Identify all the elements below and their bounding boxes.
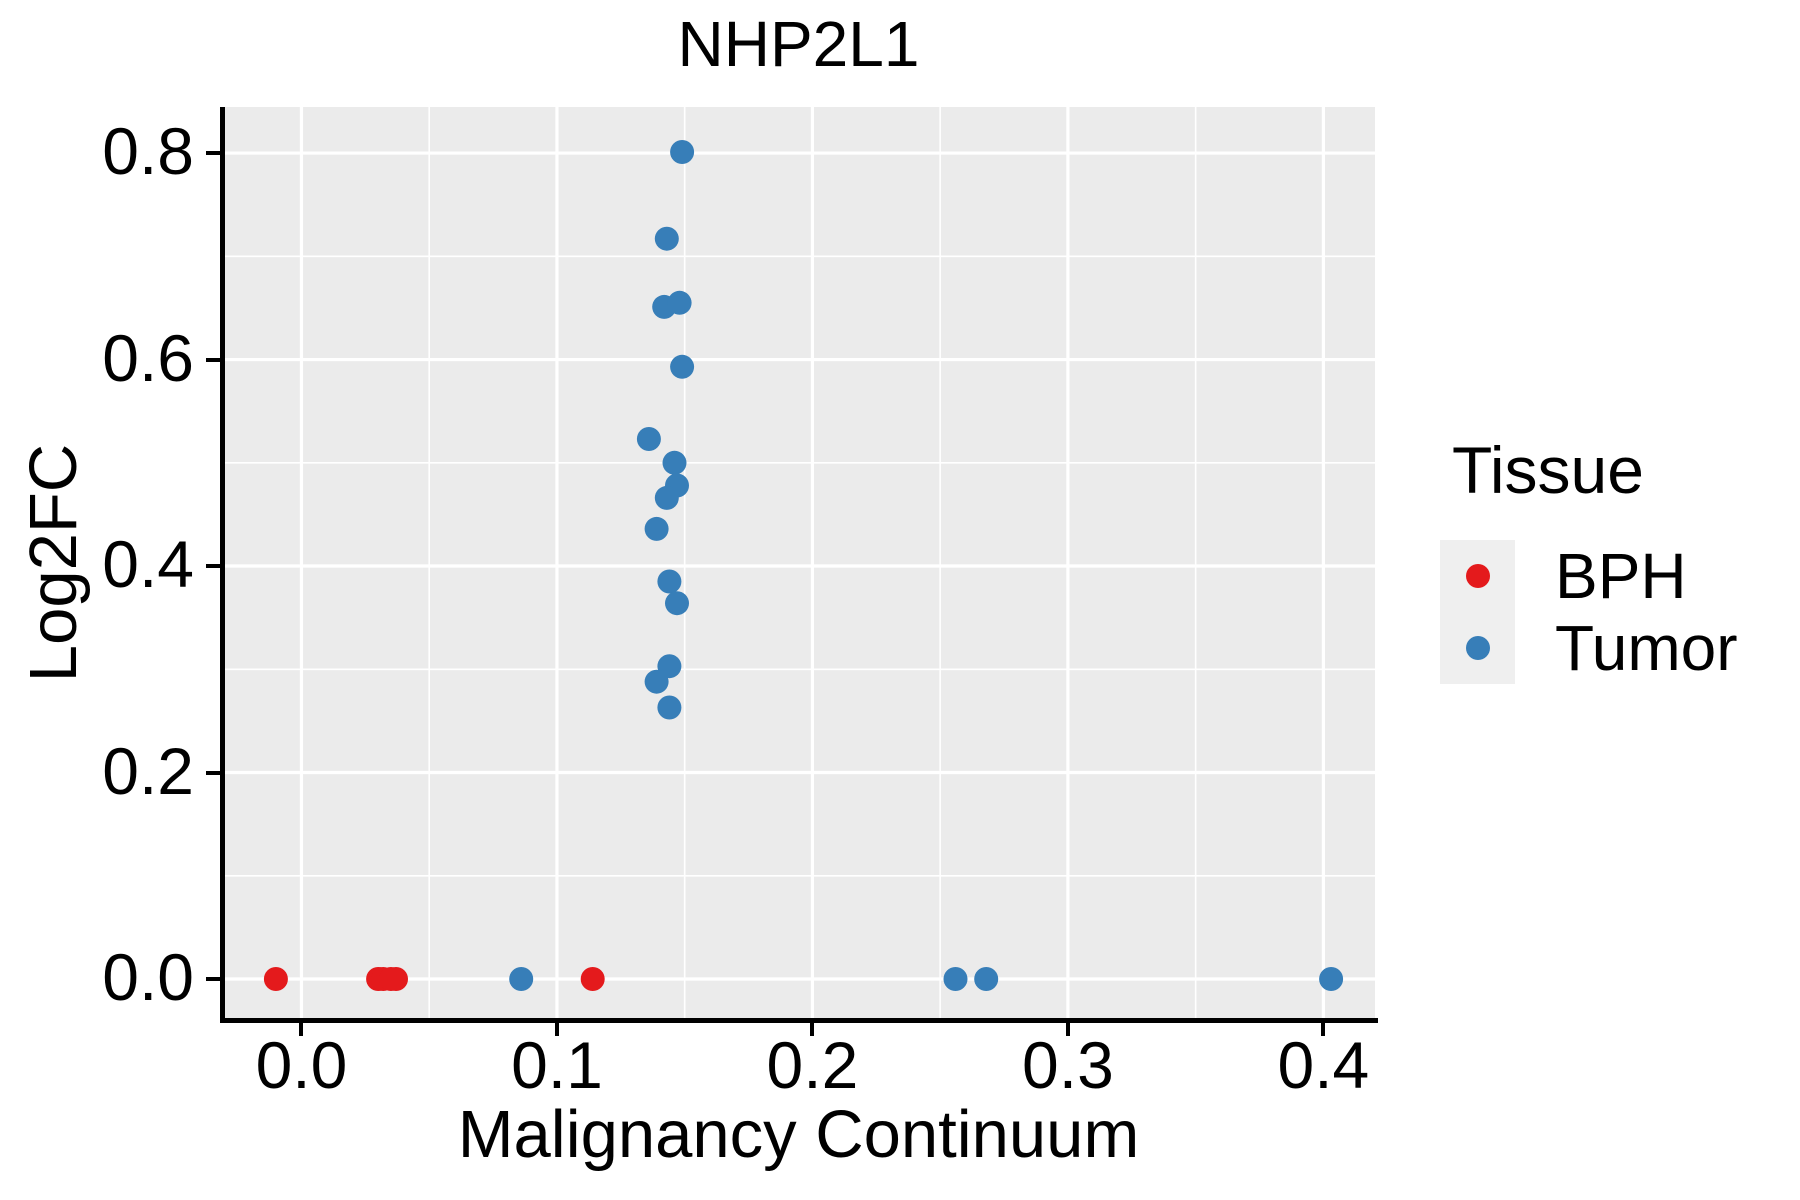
tumor-point-icon bbox=[1465, 636, 1490, 660]
x-tick-label: 0.1 bbox=[511, 1028, 603, 1102]
legend-label-tumor: Tumor bbox=[1555, 612, 1738, 684]
scatter-canvas bbox=[222, 107, 1375, 1020]
data-point-tumor bbox=[670, 140, 695, 164]
legend-key-bph bbox=[1440, 540, 1515, 612]
x-tick-mark bbox=[299, 1023, 304, 1036]
data-point-tumor bbox=[667, 290, 692, 315]
data-point-tumor bbox=[509, 967, 534, 991]
data-point-tumor bbox=[654, 226, 679, 251]
data-point-bph bbox=[384, 967, 408, 991]
x-tick-label: 0.4 bbox=[1277, 1028, 1370, 1102]
data-point-tumor bbox=[657, 569, 682, 594]
y-tick-label: 0.8 bbox=[102, 114, 194, 189]
y-tick-label: 0.2 bbox=[102, 733, 194, 808]
legend-item-bph: BPH bbox=[1440, 540, 1687, 612]
data-point-tumor bbox=[662, 450, 687, 475]
data-point-tumor bbox=[657, 695, 682, 720]
y-axis-line bbox=[220, 107, 225, 1023]
data-point-bph bbox=[263, 967, 288, 991]
y-tick-mark bbox=[206, 564, 220, 569]
y-tick-mark bbox=[206, 357, 220, 362]
x-tick-label: 0.2 bbox=[766, 1028, 859, 1102]
x-tick-mark bbox=[810, 1023, 815, 1036]
data-point-tumor bbox=[1319, 967, 1344, 991]
x-tick-label: 0.3 bbox=[1022, 1028, 1114, 1102]
legend-key-tumor bbox=[1440, 612, 1515, 684]
data-point-tumor bbox=[636, 427, 661, 451]
x-tick-mark bbox=[1321, 1023, 1326, 1036]
y-tick-label: 0.6 bbox=[102, 320, 194, 395]
x-tick-mark bbox=[554, 1023, 559, 1036]
data-point-tumor bbox=[665, 591, 689, 616]
y-tick-mark bbox=[206, 977, 220, 981]
legend-label-bph: BPH bbox=[1555, 540, 1687, 612]
y-tick-label: 0.4 bbox=[102, 527, 194, 602]
data-point-tumor bbox=[654, 485, 679, 510]
data-point-bph bbox=[580, 967, 605, 991]
x-axis-title: Malignancy Continuum bbox=[457, 1097, 1140, 1172]
plot-title: NHP2L1 bbox=[677, 8, 920, 80]
legend-item-tumor: Tumor bbox=[1440, 612, 1738, 684]
y-tick-mark bbox=[206, 151, 220, 156]
data-point-tumor bbox=[644, 669, 669, 694]
legend-title: Tissue bbox=[1452, 433, 1644, 507]
data-point-tumor bbox=[943, 967, 968, 991]
data-point-tumor bbox=[644, 516, 669, 541]
x-axis-line bbox=[220, 1018, 1378, 1023]
plot-panel bbox=[222, 107, 1375, 1020]
data-point-tumor bbox=[670, 354, 695, 379]
bph-point-icon bbox=[1465, 564, 1490, 588]
y-tick-mark bbox=[206, 770, 220, 775]
y-tick-label: 0.0 bbox=[102, 940, 194, 1014]
x-tick-label: 0.0 bbox=[255, 1028, 348, 1102]
x-tick-mark bbox=[1065, 1023, 1070, 1036]
data-point-tumor bbox=[974, 967, 999, 991]
